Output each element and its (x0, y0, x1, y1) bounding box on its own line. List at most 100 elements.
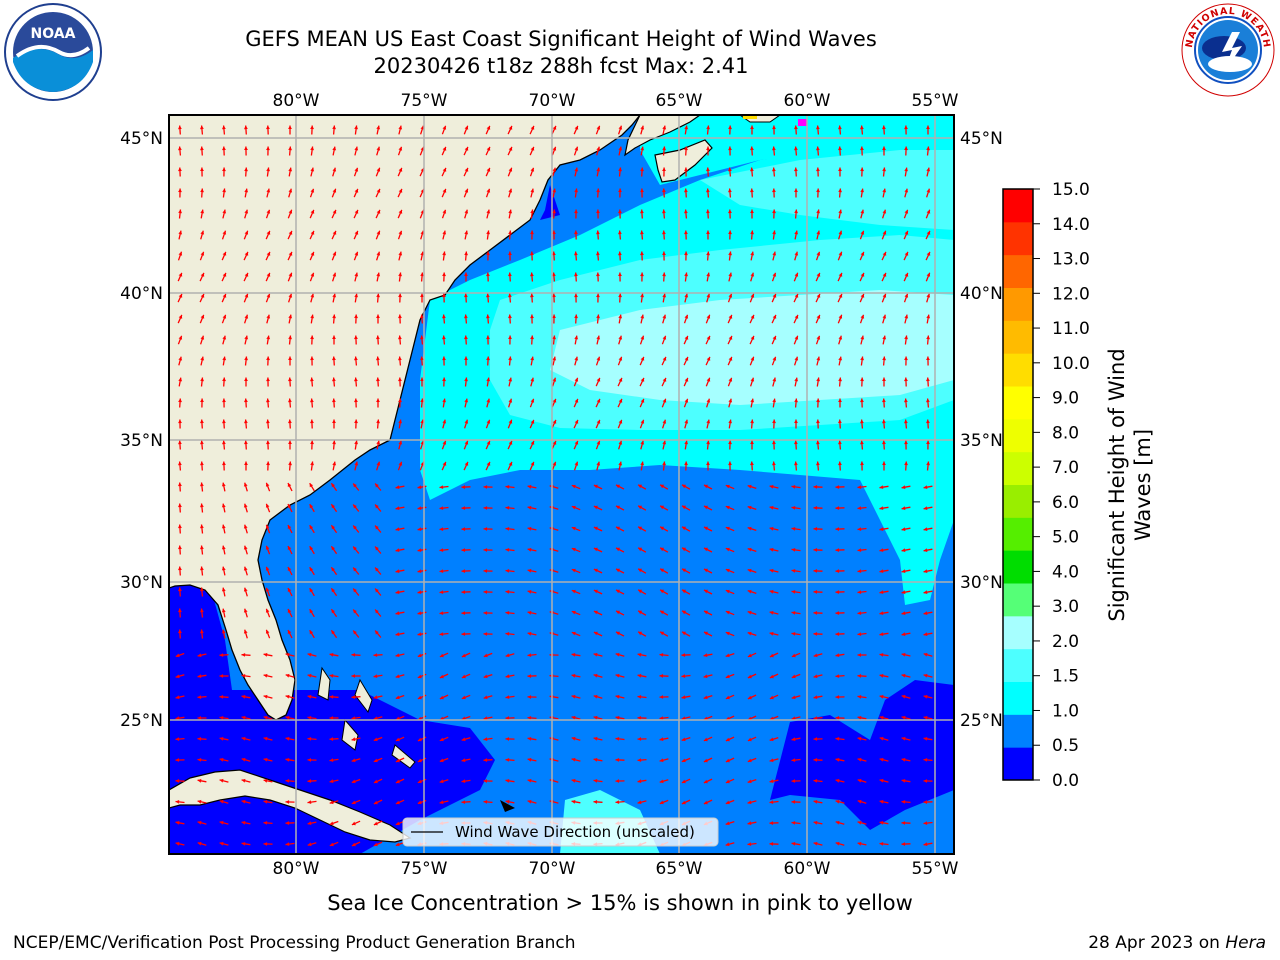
wave-arrow-head (464, 272, 468, 276)
wave-arrow-head (769, 568, 774, 573)
wave-arrow-head (596, 209, 600, 213)
wave-arrow-head (706, 461, 710, 465)
wave-arrow-head (835, 695, 839, 699)
wave-arrow-head (505, 590, 510, 594)
wave-arrow-head (926, 272, 931, 277)
wave-arrow-head (618, 398, 623, 403)
wave-arrow-head (596, 125, 601, 130)
wave-arrow-head (904, 419, 908, 424)
wave-arrow-head (640, 440, 645, 445)
wave-arrow-head (461, 758, 466, 763)
wave-arrow-head (593, 631, 598, 636)
wave-arrow-head (288, 377, 292, 382)
wave-arrow-head (816, 272, 821, 277)
wave-arrow-head (682, 505, 686, 510)
wave-arrow-head (442, 377, 446, 382)
wave-arrow-head (307, 694, 312, 699)
wave-arrow-head (618, 440, 623, 445)
wave-arrow-head (747, 589, 752, 594)
wave-arrow-head (178, 587, 182, 592)
wave-arrow-head (857, 506, 862, 510)
wave-arrow-head (244, 335, 249, 340)
lon-label-bottom: 65°W (656, 859, 703, 879)
wave-arrow-head (923, 737, 928, 741)
wave-arrow-head (838, 230, 843, 235)
wave-arrow-head (375, 609, 379, 614)
wave-arrow-head (310, 335, 314, 340)
wave-arrow-head (439, 611, 444, 615)
wave-arrow-head (769, 821, 774, 825)
wave-arrow-head (857, 611, 862, 615)
wave-arrow-head (420, 251, 425, 256)
wave-arrow-head (684, 419, 689, 424)
wave-arrow-head (593, 673, 598, 678)
wave-arrow-head (200, 314, 205, 319)
wave-arrow-head (178, 272, 183, 277)
wave-arrow-head (750, 398, 755, 403)
wave-arrow-head (571, 484, 576, 489)
wave-arrow-head (704, 484, 708, 489)
wave-arrow-head (791, 485, 796, 489)
wave-arrow-head (662, 146, 666, 151)
wave-arrow-head (395, 695, 400, 700)
wave-arrow-head (376, 461, 381, 466)
wave-arrow-head (769, 674, 774, 679)
wave-arrow-head (222, 146, 226, 151)
wave-arrow-head (288, 356, 292, 360)
wave-arrow-head (200, 188, 204, 193)
wave-arrow-head (571, 631, 576, 636)
wave-arrow-head (285, 652, 290, 657)
wave-arrow-head (838, 293, 843, 298)
wave-arrow-head (505, 737, 509, 741)
colorbar-segment (1003, 254, 1033, 288)
lon-label-bottom: 80°W (273, 859, 320, 879)
wave-arrow-head (332, 356, 336, 361)
wave-arrow-head (571, 547, 576, 552)
wave-arrow-head (618, 293, 622, 298)
wave-arrow-head (552, 167, 557, 172)
wave-arrow-head (596, 230, 600, 235)
wave-arrow-head (287, 546, 292, 550)
wave-arrow-head (307, 737, 312, 741)
wave-arrow-head (772, 209, 776, 214)
wave-arrow-head (882, 146, 886, 150)
wave-arrow-head (838, 188, 842, 193)
wave-arrow-head (794, 335, 799, 340)
wave-arrow-head (640, 146, 645, 151)
wave-arrow-head (747, 800, 752, 805)
wave-arrow-head (263, 778, 268, 783)
wave-arrow-head (706, 398, 711, 403)
wave-arrow-head (376, 398, 380, 402)
wave-arrow-head (395, 737, 400, 742)
wave-arrow-head (464, 398, 469, 403)
wave-arrow-head (219, 820, 224, 825)
wave-arrow-head (747, 505, 752, 510)
wave-arrow-head (725, 631, 730, 636)
wave-arrow-head (882, 188, 887, 193)
wave-arrow-head (662, 398, 667, 403)
wave-arrow-head (772, 335, 777, 340)
wave-arrow-head (376, 293, 380, 298)
wave-arrow-head (508, 356, 512, 361)
wave-arrow-head (923, 485, 928, 490)
wave-arrow-head (725, 758, 730, 763)
legend-label: Wind Wave Direction (unscaled) (455, 823, 695, 841)
wave-arrow-head (882, 230, 887, 235)
wave-arrow-head (794, 356, 799, 361)
lon-label-top: 75°W (401, 91, 448, 111)
wave-arrow-head (461, 716, 466, 721)
wave-arrow-head (684, 440, 689, 445)
wave-arrow-head (857, 757, 862, 762)
wave-arrow-head (263, 821, 268, 825)
wave-arrow-head (354, 440, 358, 445)
wave-arrow-head (618, 209, 622, 214)
wave-arrow-head (662, 461, 666, 466)
wave-arrow-head (417, 758, 422, 763)
wave-arrow-head (376, 188, 381, 193)
wave-arrow-head (244, 230, 249, 235)
wave-arrow-head (461, 548, 466, 552)
wave-arrow-head (596, 272, 600, 277)
wave-arrow-head (879, 694, 884, 699)
wave-arrow-head (266, 125, 270, 130)
wave-arrow-head (178, 209, 182, 214)
